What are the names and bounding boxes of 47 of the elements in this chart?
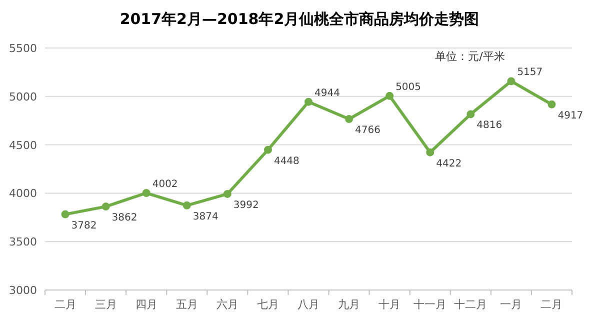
x-tick-label: 十一月 [414,298,447,311]
point [223,190,232,198]
data-label: 4944 [314,88,340,99]
x-tick-label: 八月 [298,298,320,311]
point [304,98,312,106]
data-label: 4448 [274,156,300,167]
point [345,115,354,124]
data-label: 3992 [233,200,259,211]
x-tick-label: 六月 [216,298,238,311]
x-tick-label: 四月 [135,298,158,311]
data-label: 4816 [476,120,502,132]
x-tick-label: 十二月 [454,298,488,311]
point [142,189,150,198]
data-label: 3874 [192,211,218,222]
point [507,77,516,86]
data-label: 4917 [558,110,584,122]
point [548,100,556,108]
point [264,146,272,154]
x-tick-label: 一月 [500,298,522,311]
y-tick-label: 3000 [9,284,37,297]
y-tick-label: 5000 [9,90,37,104]
annotation: 单位：元/平米 [435,50,505,63]
data-label: 4002 [152,179,178,190]
x-tick-label: 二月 [54,298,76,311]
x-tick-label: 九月 [338,298,360,311]
x-tick-label: 五月 [176,298,198,311]
point [182,201,191,210]
y-tick-label: 4500 [9,138,37,152]
point [61,210,70,218]
point [426,148,434,156]
data-label: 5005 [396,82,422,93]
data-label: 5157 [517,67,543,78]
point [386,92,394,100]
x-tick-label: 三月 [94,298,117,311]
data-label: 4766 [355,125,380,136]
x-tick-label: 七月 [256,298,279,311]
x-tick-label: 二月 [540,298,563,311]
data-label: 4422 [436,158,462,170]
point [466,110,475,118]
data-label: 3862 [112,212,138,224]
y-tick-label: 5500 [9,42,37,55]
data-label: 3782 [71,220,97,232]
x-tick-label: 十月 [378,298,401,311]
y-tick-label: 4000 [9,187,37,200]
chart-title: 2017年2月—2018年2月仙桃全市商品房均价走势图 [120,10,480,28]
y-tick-label: 3500 [9,236,37,249]
point [102,202,110,211]
